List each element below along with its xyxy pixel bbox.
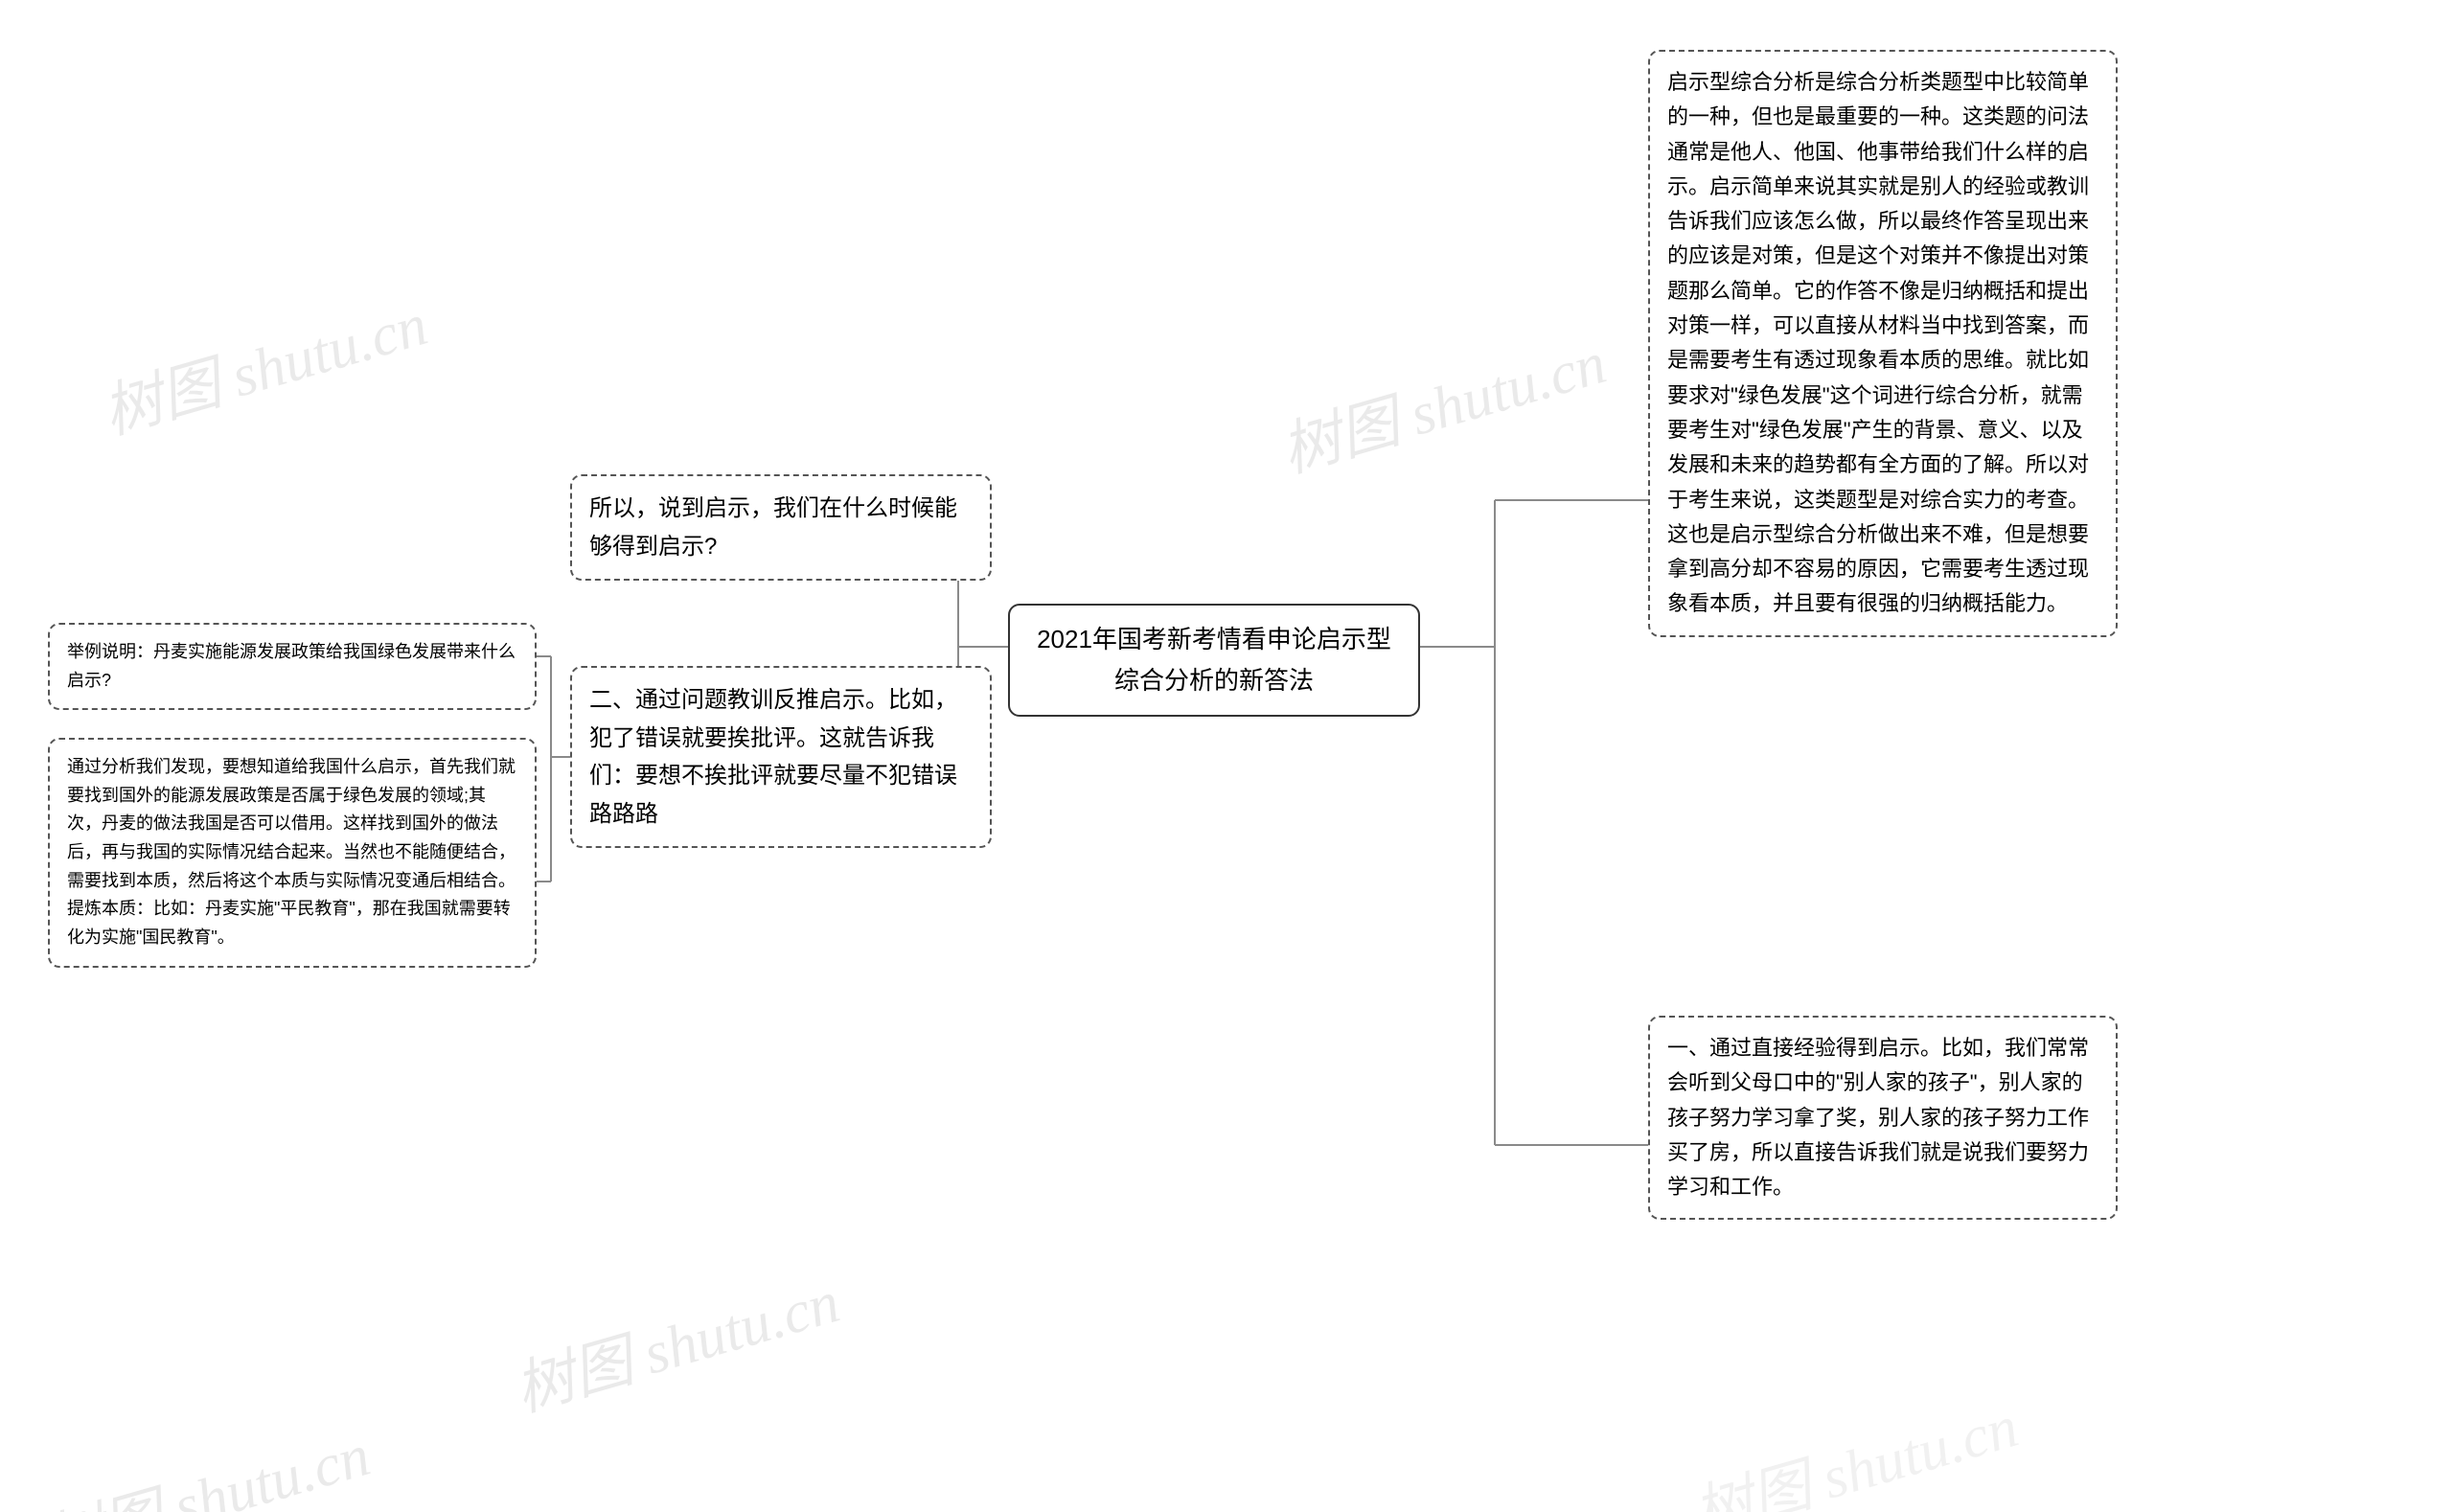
root-node[interactable]: 2021年国考新考情看申论启示型综合分析的新答法 (1008, 604, 1420, 717)
left-question: 所以，说到启示，我们在什么时候能够得到启示? (570, 474, 992, 581)
watermark: 树图 shutu.cn (1270, 314, 1614, 489)
right-intro-paragraph: 启示型综合分析是综合分析类题型中比较简单的一种，但也是最重要的一种。这类题的问法… (1648, 50, 2118, 637)
watermark: 树图 shutu.cn (34, 1407, 378, 1512)
left-analysis: 通过分析我们发现，要想知道给我国什么启示，首先我们就要找到国外的能源发展政策是否… (48, 738, 537, 968)
left-example: 举例说明：丹麦实施能源发展政策给我国绿色发展带来什么启示? (48, 623, 537, 710)
watermark: 树图 shutu.cn (503, 1253, 847, 1428)
watermark: 树图 shutu.cn (91, 276, 435, 450)
watermark: 树图 shutu.cn (1682, 1378, 2026, 1512)
right-point-one: 一、通过直接经验得到启示。比如，我们常常会听到父母口中的"别人家的孩子"，别人家… (1648, 1016, 2118, 1220)
left-point-two: 二、通过问题教训反推启示。比如，犯了错误就要挨批评。这就告诉我们：要想不挨批评就… (570, 666, 992, 848)
